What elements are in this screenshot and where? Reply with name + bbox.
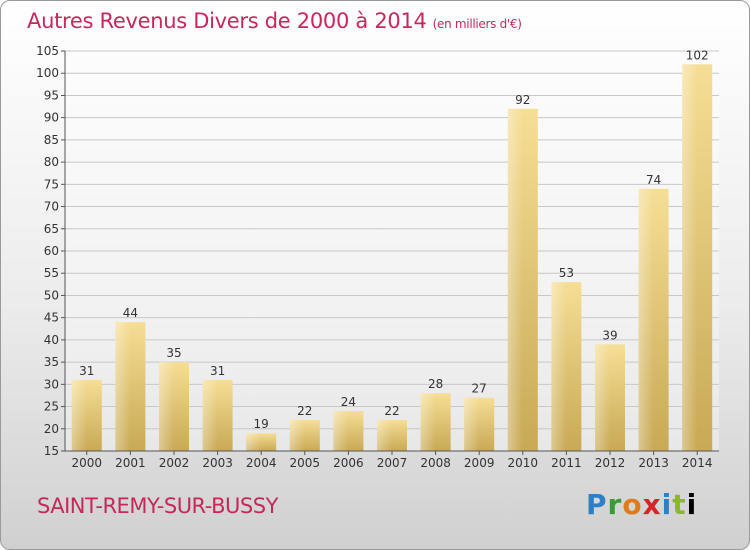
bar-highlight [246,433,262,451]
proxiti-logo: Proxiti [586,488,698,521]
x-tick-label: 2009 [464,456,495,470]
x-tick-label: 2001 [115,456,146,470]
chart-unit: (en milliers d'€) [432,17,522,31]
bar-highlight [595,344,610,451]
y-tick-label: 45 [44,311,59,325]
data-label: 74 [646,173,661,187]
bar-highlight [115,322,131,451]
y-tick-label: 100 [36,66,59,80]
x-tick-label: 2014 [682,456,713,470]
data-label: 31 [210,364,225,378]
y-tick-label: 70 [44,200,59,214]
bar-highlight [638,188,654,451]
data-label: 102 [686,48,709,62]
y-tick-label: 40 [44,333,59,347]
y-tick-label: 95 [44,88,59,102]
y-tick-label: 105 [36,44,59,58]
data-label: 39 [602,328,617,342]
data-label: 27 [472,382,487,396]
x-tick-label: 2006 [333,456,364,470]
y-tick-label: 60 [44,244,59,258]
data-label: 31 [79,364,94,378]
y-tick-label: 90 [44,111,59,125]
x-tick-label: 2012 [595,456,626,470]
data-label: 19 [254,417,269,431]
data-label: 22 [297,404,312,418]
y-tick-label: 15 [44,444,59,458]
bar-highlight [507,108,523,452]
bar-highlight [682,64,698,452]
data-label: 22 [384,404,399,418]
y-tick-label: 65 [44,222,59,236]
x-tick-label: 2005 [290,456,321,470]
y-tick-label: 75 [44,177,59,191]
x-tick-label: 2013 [638,456,669,470]
data-label: 53 [559,266,574,280]
data-label: 44 [123,306,138,320]
bar-highlight [71,379,87,451]
data-label: 24 [341,395,356,409]
x-tick-label: 2000 [72,456,103,470]
y-tick-label: 35 [44,355,59,369]
chart-title: Autres Revenus Divers de 2000 à 2014 (en … [27,9,522,33]
y-tick-label: 30 [44,377,59,391]
bar-highlight [202,379,218,451]
bar-highlight [333,411,349,451]
y-tick-label: 25 [44,400,59,414]
bar-highlight [159,362,174,451]
y-tick-label: 55 [44,266,59,280]
bar-highlight [289,419,305,451]
data-label: 35 [166,346,181,360]
chart-title-text: Autres Revenus Divers de 2000 à 2014 [27,9,427,33]
x-tick-label: 2004 [246,456,277,470]
y-tick-label: 50 [44,288,59,302]
y-tick-label: 85 [44,133,59,147]
data-label: 92 [515,93,530,107]
x-tick-label: 2008 [420,456,451,470]
bar-highlight [551,282,567,451]
bar-highlight [420,393,436,451]
city-name: SAINT-REMY-SUR-BUSSY [37,494,278,518]
bar-highlight [377,419,392,451]
x-tick-label: 2003 [202,456,233,470]
y-tick-label: 20 [44,422,59,436]
x-tick-label: 2011 [551,456,582,470]
x-tick-label: 2010 [508,456,539,470]
data-label: 28 [428,377,443,391]
x-tick-label: 2007 [377,456,408,470]
bar-highlight [464,397,480,451]
y-tick-label: 80 [44,155,59,169]
x-tick-label: 2002 [159,456,190,470]
